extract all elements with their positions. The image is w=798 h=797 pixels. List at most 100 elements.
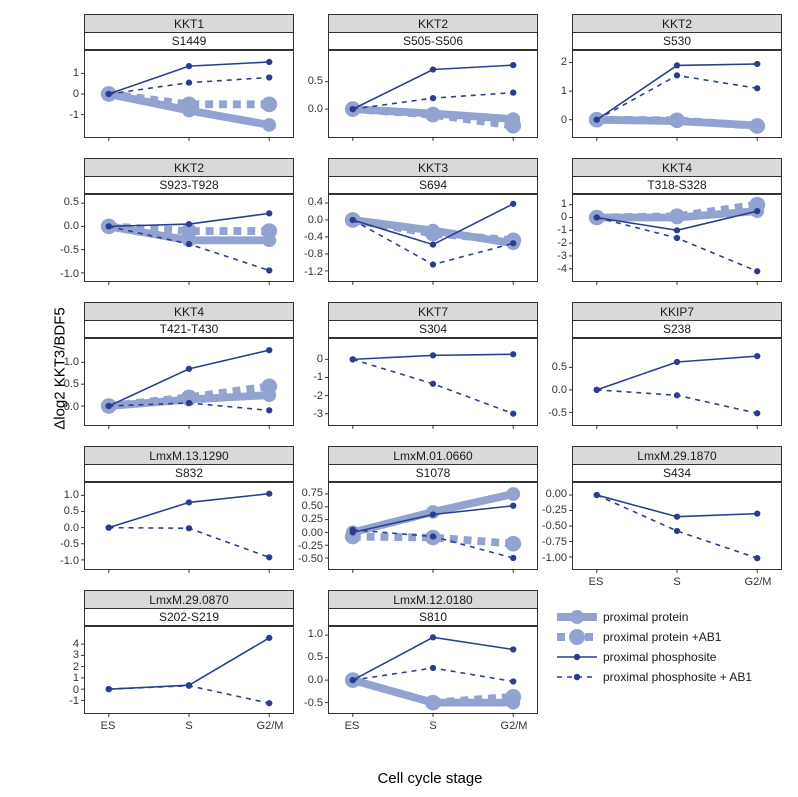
plot-area (84, 50, 294, 138)
y-tick-label: 0.5 (308, 651, 323, 663)
panel-title-mid: S238 (572, 320, 782, 338)
y-tick-label: 2 (73, 661, 79, 673)
panel-title-top: KKIP7 (572, 302, 782, 320)
y-tick-label: 0.5 (64, 196, 79, 208)
panel-title-mid: S304 (328, 320, 538, 338)
panel-title-mid: T318-S328 (572, 176, 782, 194)
y-tick-label: -0.5 (304, 697, 323, 709)
panel-title-mid: S505-S506 (328, 32, 538, 50)
panel-title-mid: T421-T430 (84, 320, 294, 338)
x-tick-label: ES (589, 576, 604, 588)
y-tick-label: 0 (561, 114, 567, 126)
panel-title-top: KKT2 (572, 14, 782, 32)
panel-title-top: LmxM.12.0180 (328, 590, 538, 608)
x-tick-label: S (185, 720, 192, 732)
panel-title-top: KKT2 (328, 14, 538, 32)
legend-swatch (555, 648, 599, 666)
x-tick-label: S (673, 576, 680, 588)
y-tick-label: -1.0 (60, 555, 79, 567)
y-tick-label: -0.5 (60, 538, 79, 550)
plot-area (572, 338, 782, 426)
y-tick-label: -0.75 (542, 536, 567, 548)
y-tick-label: 0 (317, 353, 323, 365)
y-tick-label: 0.0 (64, 401, 79, 413)
plot-area (328, 626, 538, 714)
facet-grid: Δlog2 KKT3/BDF5 Cell cycle stage KKT1S14… (0, 0, 798, 797)
y-tick-label: -2 (313, 390, 323, 402)
y-tick-label: -0.8 (304, 248, 323, 260)
x-tick-label: G2/M (501, 720, 528, 732)
y-tick-label: 0.50 (302, 500, 323, 512)
y-tick-label: 0.5 (64, 378, 79, 390)
y-tick-label: -1 (313, 371, 323, 383)
panel-title-mid: S923-T928 (84, 176, 294, 194)
plot-area (572, 50, 782, 138)
y-tick-label: 0 (561, 211, 567, 223)
legend-label: proximal phosphosite + AB1 (603, 670, 752, 684)
y-tick-label: 0.0 (64, 522, 79, 534)
y-tick-label: -0.5 (60, 244, 79, 256)
y-tick-label: 1 (561, 85, 567, 97)
panel: KKT2S530012 (572, 14, 782, 138)
plot-area (84, 482, 294, 570)
y-tick-label: 1.0 (64, 489, 79, 501)
y-tick-label: 0.00 (546, 488, 567, 500)
y-tick-label: 0.0 (308, 674, 323, 686)
plot-area (328, 50, 538, 138)
panel: KKT4T421-T4300.00.51.0 (84, 302, 294, 426)
panel-title-top: KKT7 (328, 302, 538, 320)
legend-item: proximal protein +AB1 (555, 628, 785, 646)
y-tick-label: 1 (73, 672, 79, 684)
y-tick-label: 0.0 (552, 384, 567, 396)
plot-area (84, 194, 294, 282)
y-tick-label: 0 (73, 88, 79, 100)
legend-swatch (555, 668, 599, 686)
panel: KKT2S505-S5060.00.5 (328, 14, 538, 138)
panel-title-top: LmxM.01.0660 (328, 446, 538, 464)
y-tick-label: 0.0 (308, 103, 323, 115)
y-tick-label: 0.5 (308, 75, 323, 87)
y-tick-label: -1 (557, 224, 567, 236)
legend-item: proximal protein (555, 608, 785, 626)
y-tick-label: 0.0 (308, 214, 323, 226)
panel-title-mid: S810 (328, 608, 538, 626)
y-tick-label: -1 (69, 695, 79, 707)
y-tick-label: 1 (73, 67, 79, 79)
y-tick-label: 0 (73, 684, 79, 696)
panel: KKIP7S238-0.50.00.5 (572, 302, 782, 426)
plot-area (572, 194, 782, 282)
panel-title-top: LmxM.13.1290 (84, 446, 294, 464)
legend-label: proximal phosphosite (603, 650, 716, 664)
y-tick-label: 0.4 (308, 196, 323, 208)
x-axis-title: Cell cycle stage (320, 770, 540, 787)
y-tick-label: 2 (561, 56, 567, 68)
legend-label: proximal protein (603, 610, 688, 624)
plot-area (328, 482, 538, 570)
panel: KKT3S694-1.2-0.8-0.40.00.4 (328, 158, 538, 282)
plot-area (328, 194, 538, 282)
y-tick-label: -0.25 (542, 504, 567, 516)
legend-swatch (555, 628, 599, 646)
y-tick-label: 0.0 (64, 220, 79, 232)
y-tick-label: -1.00 (542, 552, 567, 564)
panel-title-mid: S434 (572, 464, 782, 482)
plot-area (84, 338, 294, 426)
x-tick-label: G2/M (745, 576, 772, 588)
y-tick-label: 0.75 (302, 487, 323, 499)
panel-title-mid: S1449 (84, 32, 294, 50)
panel-title-mid: S202-S219 (84, 608, 294, 626)
panel-title-top: KKT4 (572, 158, 782, 176)
y-tick-label: 1 (561, 198, 567, 210)
y-tick-label: 4 (73, 638, 79, 650)
panel: KKT2S923-T928-1.0-0.50.00.5 (84, 158, 294, 282)
y-tick-label: -1 (69, 109, 79, 121)
panel: LmxM.29.1870S434-1.00-0.75-0.50-0.250.00… (572, 446, 782, 570)
panel-title-top: KKT3 (328, 158, 538, 176)
panel-title-top: KKT4 (84, 302, 294, 320)
legend-item: proximal phosphosite (555, 648, 785, 666)
legend-item: proximal phosphosite + AB1 (555, 668, 785, 686)
y-tick-label: -2 (557, 237, 567, 249)
y-tick-label: -3 (557, 250, 567, 262)
x-tick-label: S (429, 720, 436, 732)
plot-area (572, 482, 782, 570)
